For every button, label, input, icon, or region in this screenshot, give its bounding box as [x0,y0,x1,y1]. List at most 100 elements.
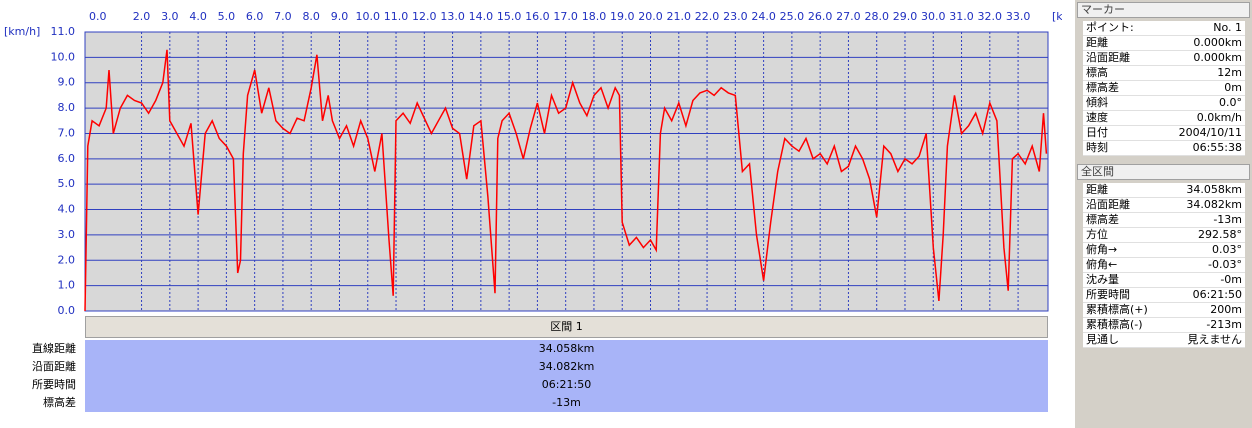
panel-label: 標高差 [1083,81,1163,96]
panel-label: 距離 [1083,36,1163,51]
y-tick-label: 6.0 [58,152,76,165]
panel-label: 累積標高(-) [1083,318,1163,333]
panel-value: 0.0° [1163,96,1245,111]
panel-label: ポイント: [1083,21,1163,36]
panel-label: 距離 [1083,183,1163,198]
x-unit-label: [km] [1052,10,1062,23]
panel-value: 2004/10/11 [1163,126,1245,141]
x-tick-label: 5.0 [218,10,236,23]
x-tick-label: 9.0 [331,10,349,23]
panel-label: 標高差 [1083,213,1163,228]
row-label: 標高差 [43,396,76,409]
panel-value: -13m [1163,213,1245,228]
panel-value: 0.000km [1163,51,1245,66]
x-tick-label: 2.0 [133,10,151,23]
x-tick-label: 17.0 [553,10,578,23]
x-tick-label: 27.0 [836,10,861,23]
panel-label: 俯角← [1083,258,1163,273]
panel-label: 沈み量 [1083,273,1163,288]
y-tick-label: 4.0 [58,203,76,216]
x-tick-label: 21.0 [667,10,692,23]
panel-value: 0.0km/h [1163,111,1245,126]
panel-label: 速度 [1083,111,1163,126]
panel-label: 沿面距離 [1083,51,1163,66]
x-tick-label: 0.0 [89,10,107,23]
panel-title: 全区間 [1077,164,1250,180]
y-tick-label: 2.0 [58,253,76,266]
panel-value: 0m [1163,81,1245,96]
x-tick-label: 4.0 [189,10,207,23]
row-label: 所要時間 [32,378,76,391]
panel-label: 沿面距離 [1083,198,1163,213]
x-tick-label: 24.0 [751,10,776,23]
x-tick-label: 23.0 [723,10,748,23]
x-tick-label: 12.0 [412,10,437,23]
row-label: 直線距離 [32,342,76,355]
x-tick-label: 26.0 [808,10,833,23]
panel-label: 傾斜 [1083,96,1163,111]
panel-label: 時刻 [1083,141,1163,156]
y-tick-label: 11.0 [51,25,76,38]
x-tick-label: 25.0 [780,10,805,23]
panel-value: 34.058km [1163,183,1245,198]
panel-label: 標高 [1083,66,1163,81]
chart: [km/h] [km] 0.0 1.0 2.0 3.0 4.0 5.0 6.0 7.0 8.0 9… [4,10,1062,317]
panel-value: -0m [1163,273,1245,288]
panel-value: 200m [1163,303,1245,318]
y-tick-label: 3.0 [58,228,76,241]
x-tick-label: 33.0 [1006,10,1031,23]
x-tick-label: 7.0 [274,10,292,23]
row-value: 34.082km [85,358,1048,376]
x-tick-label: 16.0 [525,10,550,23]
row-value: 06:21:50 [85,376,1048,394]
panel-value: 292.58° [1163,228,1245,243]
x-tick-label: 22.0 [695,10,720,23]
plot-area [84,31,1049,312]
y-tick-label: 8.0 [58,101,76,114]
panel-value: 0.03° [1163,243,1245,258]
x-tick-label: 31.0 [949,10,974,23]
y-tick-label: 1.0 [58,279,76,292]
y-tick-label: 10.0 [51,50,76,63]
panel-value: 0.000km [1163,36,1245,51]
side-panel: マーカー ポイント: No. 1 距離 0.000km 沿面距離 0.000km 標高 12m 標… [1075,0,1252,428]
y-tick-label: 7.0 [58,126,76,139]
x-tick-label: 20.0 [638,10,663,23]
row-label: 沿面距離 [32,360,76,373]
panel-value: -213m [1163,318,1245,333]
panel-value: No. 1 [1163,21,1245,36]
panel-value: 06:55:38 [1163,141,1245,156]
panel-value: 34.082km [1163,198,1245,213]
x-tick-label: 11.0 [384,10,409,23]
panel-label: 累積標高(+) [1083,303,1163,318]
x-tick-label: 10.0 [356,10,381,23]
panel-value: -0.03° [1163,258,1245,273]
y-unit-label: [km/h] [4,25,40,38]
y-tick-label: 9.0 [58,76,76,89]
row-value: 34.058km [85,340,1048,358]
section-header: 区間 1 [85,316,1048,338]
x-tick-label: 6.0 [246,10,264,23]
x-tick-label: 13.0 [440,10,465,23]
panel-label: 見通し [1083,333,1163,348]
x-tick-label: 29.0 [893,10,918,23]
speed-line [84,49,1048,312]
panel-value: 06:21:50 [1163,288,1245,303]
x-tick-label: 32.0 [978,10,1003,23]
x-tick-label: 28.0 [864,10,889,23]
panel-value: 見えません [1163,333,1245,348]
panel-label: 日付 [1083,126,1163,141]
y-tick-label: 0.0 [58,304,76,317]
row-value: -13m [85,394,1048,412]
x-tick-label: 30.0 [921,10,946,23]
y-tick-label: 5.0 [58,177,76,190]
panel-title: マーカー [1077,2,1250,18]
panel-label: 所要時間 [1083,288,1163,303]
x-tick-label: 3.0 [161,10,179,23]
x-tick-label: 15.0 [497,10,522,23]
panel-label: 俯角→ [1083,243,1163,258]
x-tick-label: 19.0 [610,10,635,23]
x-tick-label: 8.0 [302,10,320,23]
panel-value: 12m [1163,66,1245,81]
